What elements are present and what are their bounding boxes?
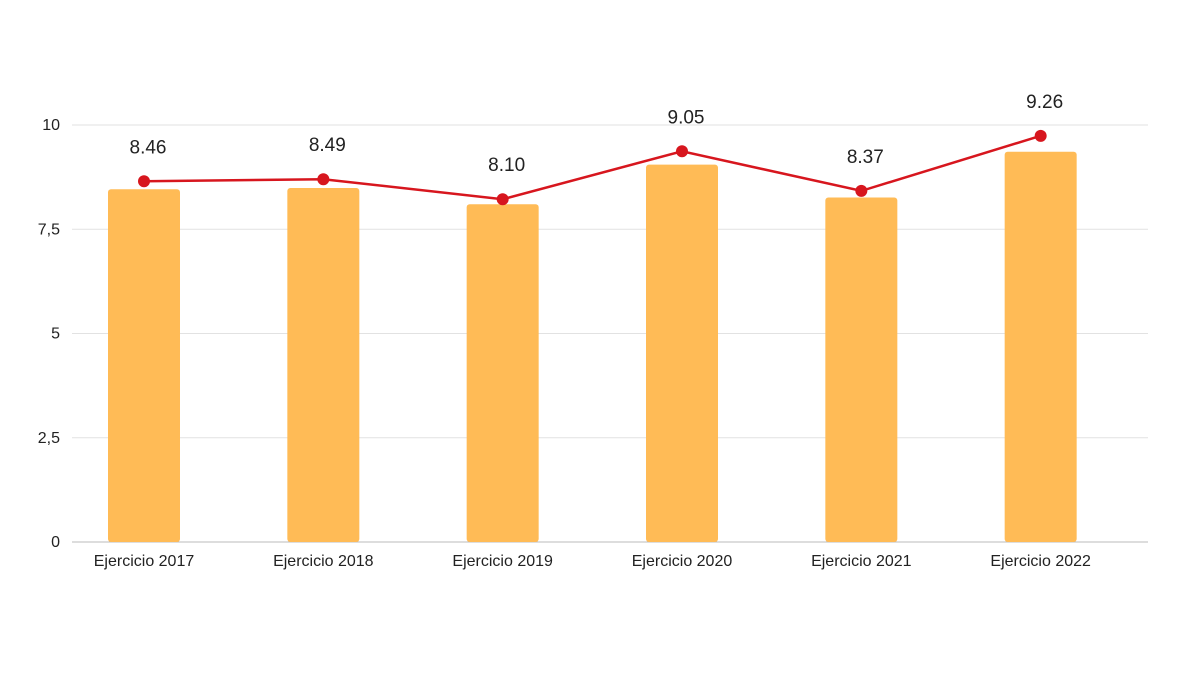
x-category-label: Ejercicio 2021 (811, 553, 912, 570)
y-tick-label: 0 (51, 534, 60, 551)
x-axis: Ejercicio 2017 Ejercicio 2018 Ejercicio 20… (94, 553, 1091, 570)
y-tick-label: 10 (42, 117, 60, 134)
y-tick-label: 2,5 (38, 430, 60, 447)
y-tick-label: 5 (51, 326, 60, 343)
data-label: 9.05 (668, 107, 705, 128)
data-label: 8.10 (488, 155, 525, 176)
x-category-label: Ejercicio 2020 (632, 553, 733, 570)
line-series (138, 129, 1047, 206)
line-point (317, 173, 330, 186)
bar (1004, 151, 1077, 543)
data-label: 8.49 (309, 135, 346, 156)
y-tick-label: 7,5 (38, 221, 60, 238)
line-point (1034, 129, 1047, 142)
bar (108, 189, 180, 542)
x-category-label: Ejercicio 2019 (452, 553, 553, 570)
line-path (143, 134, 1042, 201)
x-category-label: Ejercicio 2017 (94, 553, 195, 570)
bar (646, 164, 718, 543)
bar (466, 204, 539, 543)
line-point (138, 175, 150, 188)
data-label: 9.26 (1026, 92, 1063, 113)
x-category-label: Ejercicio 2018 (273, 553, 374, 570)
line-point (496, 193, 509, 206)
bar (825, 197, 898, 543)
bar-series (108, 151, 1077, 543)
gridlines (72, 124, 1148, 543)
data-label: 8.37 (847, 147, 884, 168)
line-point (855, 184, 868, 197)
line-point (676, 145, 688, 158)
data-labels: 8.46 8.49 8.10 9.05 8.37 9.26 (130, 92, 1064, 176)
x-category-label: Ejercicio 2022 (990, 553, 1091, 570)
data-label: 8.46 (130, 137, 167, 158)
y-axis: 0 2,5 5 7,5 10 (38, 117, 60, 551)
bar (287, 187, 360, 543)
